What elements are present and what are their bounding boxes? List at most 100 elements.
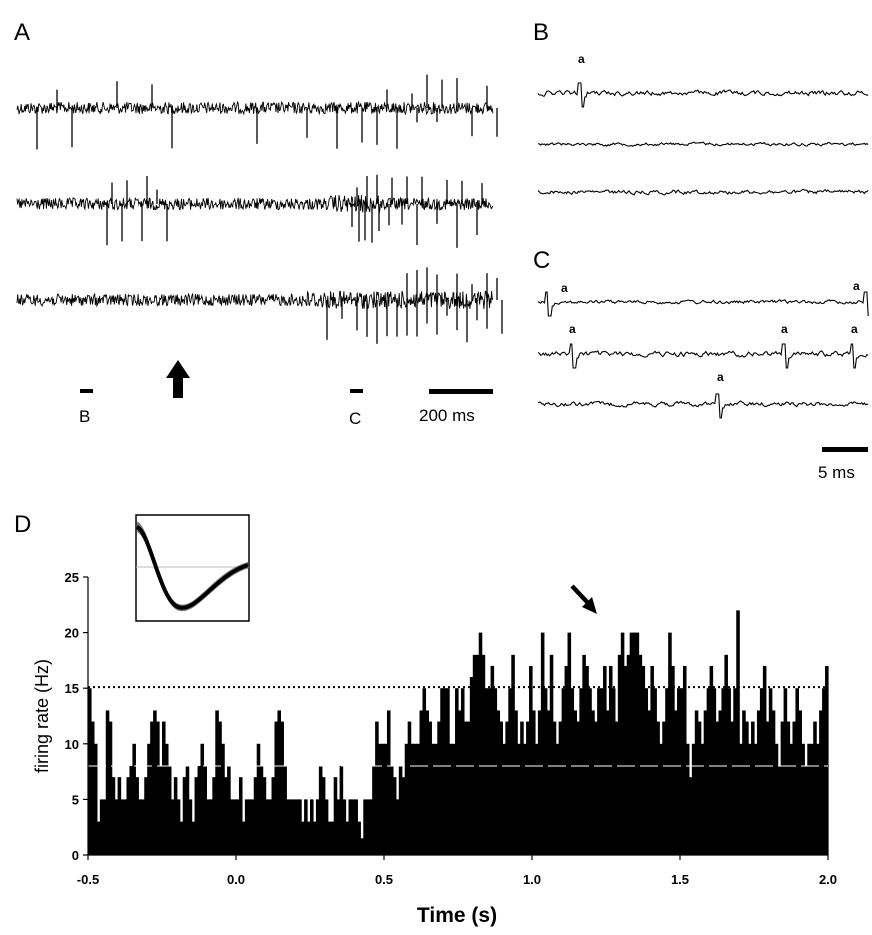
histogram-bar: [771, 710, 776, 855]
histogram-bar: [404, 743, 409, 855]
histogram-bar: [564, 665, 569, 855]
histogram-bar: [671, 665, 675, 855]
histogram-bar: [765, 721, 770, 855]
histogram-bar: [641, 665, 646, 855]
histogram-bar: [623, 665, 628, 855]
histogram-bar: [280, 721, 284, 855]
histogram-bar: [431, 743, 435, 855]
y-axis-label: firing rate (Hz): [32, 659, 52, 773]
histogram-bar: [754, 743, 758, 855]
histogram-bar: [381, 743, 385, 855]
histogram-bar: [825, 665, 829, 855]
histogram-bar: [395, 799, 400, 855]
histogram-bar: [502, 743, 506, 855]
histogram-bar: [724, 654, 728, 855]
histogram-bar: [188, 799, 193, 855]
histogram-bar: [333, 777, 338, 855]
histogram-bar: [129, 766, 133, 855]
histogram-bar: [265, 799, 270, 855]
histogram-bar: [484, 688, 489, 855]
histogram-bar: [727, 688, 731, 855]
histogram-bar: [102, 799, 107, 855]
histogram-bar: [455, 688, 459, 855]
histogram-bar: [212, 777, 216, 855]
histogram-bar: [597, 688, 601, 855]
x-tick-label: 0.5: [375, 872, 393, 887]
histogram-bar: [647, 710, 651, 855]
x-tick-label: 1.0: [523, 872, 541, 887]
histogram-bar: [680, 688, 684, 855]
histogram-bar: [366, 799, 370, 855]
histogram-bar: [629, 632, 634, 855]
histogram-bar: [156, 721, 160, 855]
expanded-trace: [537, 343, 869, 369]
histogram-bar: [532, 710, 536, 855]
histogram-bar: [697, 721, 702, 855]
panel-label-a: A: [14, 19, 30, 46]
histogram-bar: [179, 821, 184, 855]
x-tick-label: 0.0: [227, 872, 245, 887]
histogram-bar: [709, 665, 714, 855]
histogram-bar: [460, 688, 465, 855]
histogram-bar: [549, 654, 554, 855]
histogram-bar: [807, 743, 811, 855]
histogram-bar: [262, 777, 267, 855]
histogram-bar: [304, 799, 308, 855]
histogram-bar: [250, 799, 255, 855]
histogram-bar: [348, 799, 353, 855]
histogram-bar: [529, 665, 533, 855]
marker-b-label: B: [79, 407, 90, 426]
histogram-bar: [490, 665, 495, 855]
histogram-bar: [126, 777, 131, 855]
histogram-bar: [398, 766, 403, 855]
histogram-bar: [688, 777, 693, 855]
histogram-bar: [289, 799, 293, 855]
expanded-trace: [537, 291, 869, 317]
histogram-bar: [591, 710, 595, 855]
x-tick-label: 2.0: [819, 872, 837, 887]
histogram-bar: [351, 799, 355, 855]
histogram-bar: [105, 710, 110, 855]
histogram-bar: [585, 665, 589, 855]
spike-label: a: [851, 322, 858, 336]
histogram-bar: [668, 632, 672, 855]
histogram-bar: [342, 799, 347, 855]
histogram-bar: [558, 721, 563, 855]
histogram-bar: [375, 721, 379, 855]
histogram-bar: [330, 821, 335, 855]
histogram-bar: [292, 799, 296, 855]
histogram-bar: [472, 654, 477, 855]
annotation-arrow-icon: [570, 584, 597, 614]
histogram-bar: [437, 721, 441, 855]
histogram-bar: [96, 821, 101, 855]
histogram-bar: [191, 821, 196, 855]
histogram-bar: [419, 710, 424, 855]
x-tick-label: 1.5: [671, 872, 689, 887]
histogram-bar: [561, 688, 566, 855]
histogram-bar: [659, 743, 663, 855]
histogram-bar: [307, 821, 311, 855]
histogram-bar: [600, 688, 604, 855]
histogram-bar: [819, 710, 823, 855]
histogram-bar: [786, 721, 791, 855]
histogram-bar: [159, 766, 163, 855]
histogram-bar: [295, 799, 299, 855]
histogram-bar: [736, 610, 740, 855]
spike-label: a: [781, 322, 788, 336]
histogram-bar: [123, 799, 128, 855]
histogram-bar: [555, 743, 560, 855]
y-tick-label: 25: [65, 570, 79, 585]
histogram-bar: [499, 721, 503, 855]
histogram-bar: [401, 777, 406, 855]
histogram-bar: [742, 710, 746, 855]
histogram-bar: [386, 710, 391, 855]
histogram-bar: [310, 799, 314, 855]
histogram-bar: [321, 777, 326, 855]
expanded-trace: [537, 393, 869, 419]
histogram-bar: [718, 710, 723, 855]
histogram-bar: [685, 743, 690, 855]
histogram-bar: [768, 688, 773, 855]
histogram-bar: [410, 743, 415, 855]
histogram-bar: [526, 721, 530, 855]
histogram-bar: [540, 632, 545, 855]
